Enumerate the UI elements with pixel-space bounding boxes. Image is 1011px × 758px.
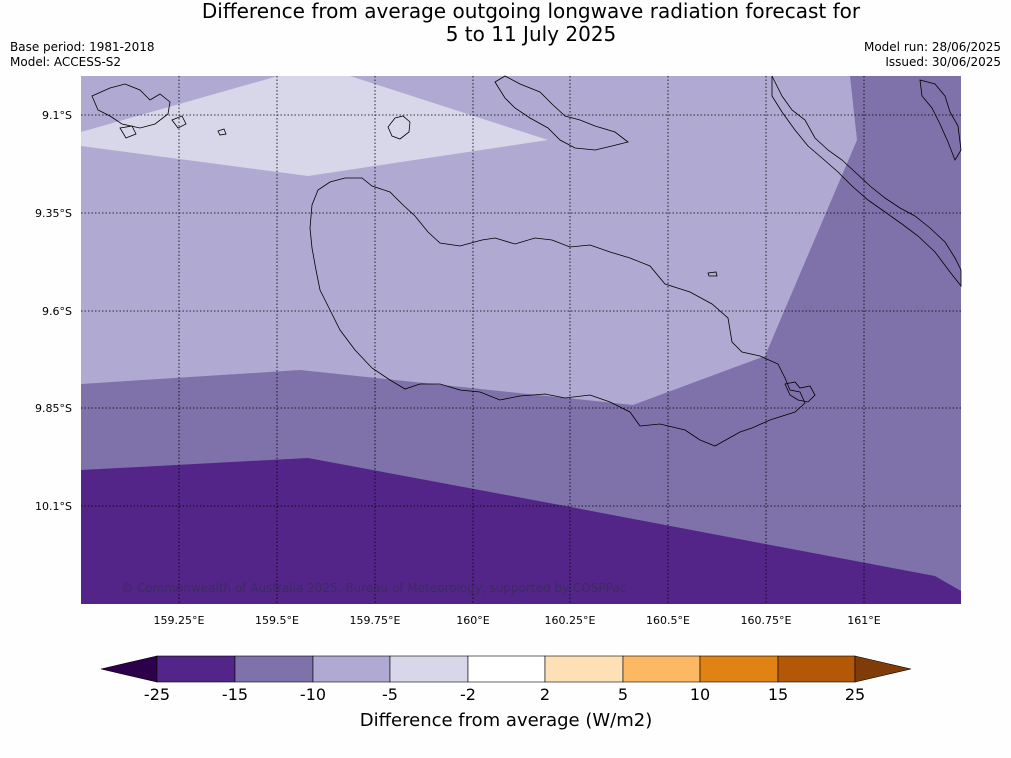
colorbar <box>100 655 912 683</box>
colorbar-tick: -2 <box>460 685 476 704</box>
colorbar-tick: -15 <box>222 685 248 704</box>
colorbar-tick: 15 <box>768 685 788 704</box>
colorbar-tick: 5 <box>618 685 628 704</box>
coastline-russell-islands <box>91 83 171 129</box>
coastline-russell-islet-2 <box>171 115 187 129</box>
map-panel: © Commonwealth of Australia 2025, Bureau… <box>81 75 962 604</box>
colorbar-swatch <box>777 655 856 683</box>
coastline-florida-islands <box>494 75 629 151</box>
colorbar-tick: 25 <box>845 685 865 704</box>
issued-date: Issued: 30/06/2025 <box>885 55 1001 69</box>
lon-tick-label: 160.75°E <box>741 614 792 627</box>
colorbar-swatch <box>234 655 314 683</box>
coastline-russell-islet-3 <box>217 128 227 136</box>
lon-tick-label: 159.75°E <box>350 614 401 627</box>
lat-tick-label: 9.1°S <box>42 109 72 122</box>
lat-tick-label: 9.6°S <box>42 305 72 318</box>
meta-left: Base period: 1981-2018 Model: ACCESS-S2 <box>10 40 155 70</box>
coastline-savo-island <box>387 115 411 140</box>
colorbar-swatch <box>312 655 391 683</box>
colorbar-swatch <box>467 655 546 683</box>
lon-tick-label: 160.5°E <box>646 614 690 627</box>
colorbar-label: Difference from average (W/m2) <box>360 710 652 731</box>
lon-tick-labels: 159.25°E 159.5°E 159.75°E 160°E 160.25°E… <box>154 614 881 627</box>
colorbar-swatch <box>544 655 624 683</box>
model-name: Model: ACCESS-S2 <box>10 55 122 69</box>
colorbar-extend-high <box>854 655 912 683</box>
lat-tick-label: 10.1°S <box>35 500 72 513</box>
title-line-2: 5 to 11 July 2025 <box>445 22 617 46</box>
colorbar-swatch <box>699 655 779 683</box>
coastline-guadalcanal <box>309 177 806 447</box>
lon-tick-label: 159.5°E <box>255 614 299 627</box>
colorbar-tick: -25 <box>144 685 170 704</box>
lon-tick-label: 161°E <box>847 614 880 627</box>
colorbar-tick: -5 <box>382 685 398 704</box>
coastlines <box>91 75 962 447</box>
lon-tick-label: 160.25°E <box>545 614 596 627</box>
colorbar-swatch <box>622 655 701 683</box>
colorbar-tick: -10 <box>300 685 326 704</box>
coastline-malaita-north <box>919 79 962 161</box>
colorbar-tick: 10 <box>690 685 710 704</box>
colorbar-extend-low <box>100 655 158 683</box>
colorbar-tick-labels: -25 -15 -10 -5 -2 2 5 10 15 25 <box>144 685 865 704</box>
map-title: Difference from average outgoing longwav… <box>0 0 1011 46</box>
lat-tick-labels: 9.1°S 9.35°S 9.6°S 9.85°S 10.1°S <box>35 109 72 513</box>
lat-tick-label: 9.85°S <box>35 402 72 415</box>
lat-tick-label: 9.35°S <box>35 207 72 220</box>
meta-right: Model run: 28/06/2025 Issued: 30/06/2025 <box>864 40 1001 70</box>
colorbar-swatch <box>389 655 469 683</box>
colorbar-tick: 2 <box>540 685 550 704</box>
coastline-russell-islet-1 <box>119 125 137 139</box>
coastline-marau-islands <box>784 381 816 403</box>
coastline-malaita <box>771 75 962 288</box>
model-run: Model run: 28/06/2025 <box>863 40 1001 54</box>
copyright-text: © Commonwealth of Australia 2025, Bureau… <box>121 581 626 595</box>
title-line-1: Difference from average outgoing longwav… <box>201 0 861 23</box>
lon-tick-label: 160°E <box>456 614 489 627</box>
contour-band-minus25-minus15 <box>81 458 961 604</box>
base-period: Base period: 1981-2018 <box>10 40 155 54</box>
contour-band-minus5-minus2 <box>81 76 548 176</box>
lon-tick-label: 159.25°E <box>154 614 205 627</box>
coastline-small-island <box>707 271 718 277</box>
colorbar-swatch <box>156 655 236 683</box>
gridlines <box>81 76 961 604</box>
